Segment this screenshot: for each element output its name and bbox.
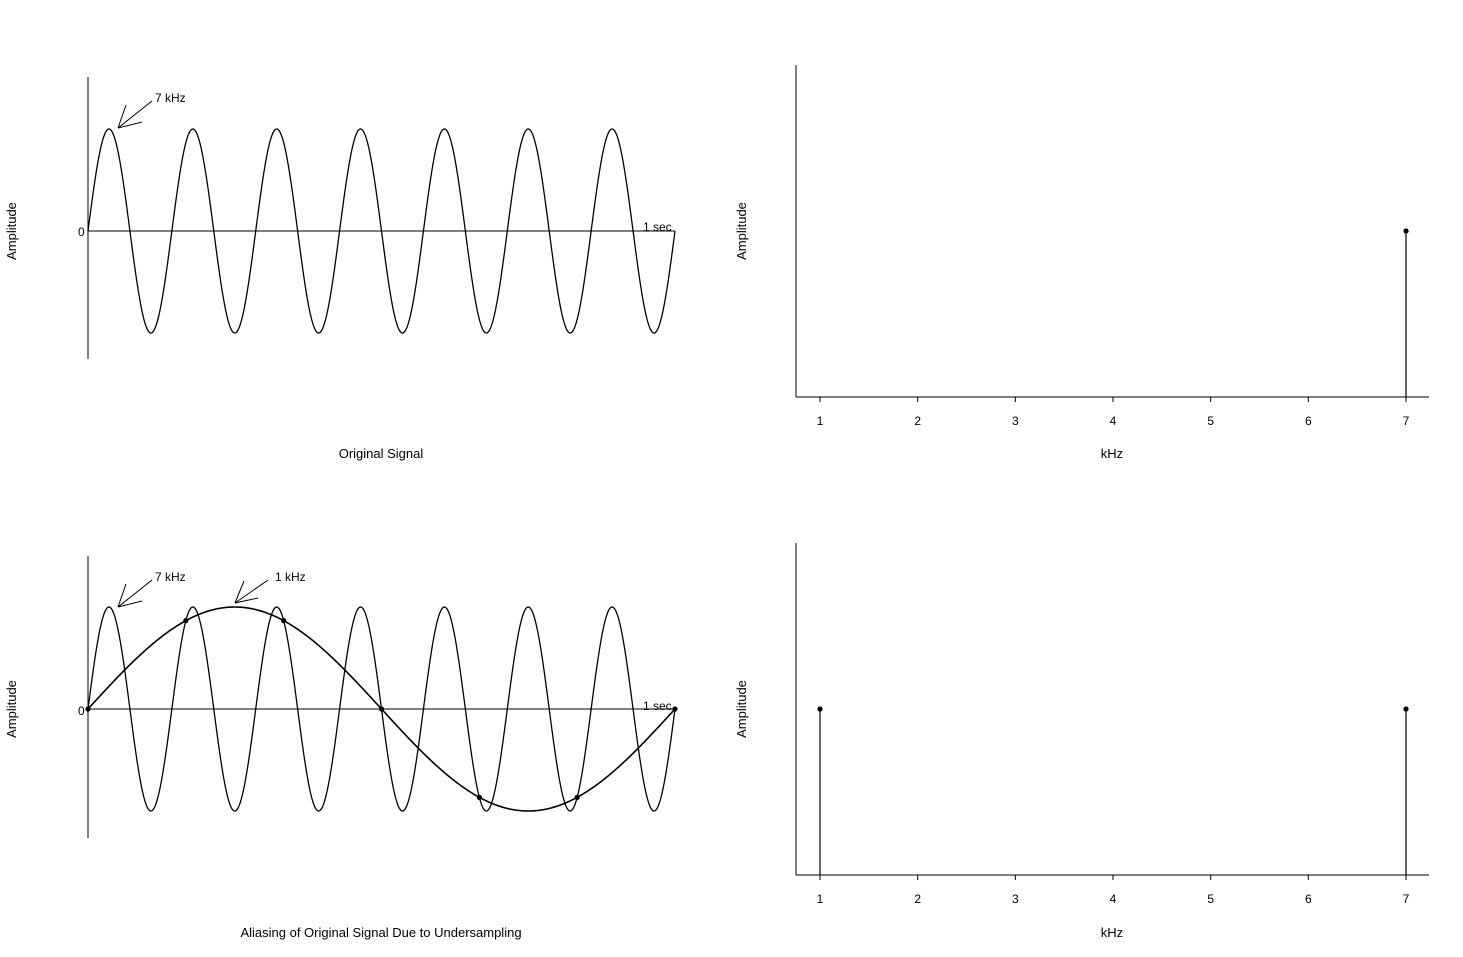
annotation-arrow	[117, 100, 153, 129]
x-tick-label-7: 7	[1403, 892, 1410, 906]
panel-caption: Original Signal	[339, 446, 424, 461]
y-axis-label: Amplitude	[4, 202, 19, 260]
time-panel-original: 0 1 sec Amplitude 7 kHz Original Signal	[4, 77, 676, 461]
x-tick-label-2: 2	[914, 414, 921, 428]
y-axis-label: Amplitude	[734, 202, 749, 260]
annotation-7khz: 7 kHz	[155, 570, 186, 584]
spectrum-marks: 1 2 3 4 5 6 7	[817, 228, 1410, 428]
stem-point-7khz	[1403, 706, 1409, 712]
x-tick-label-4: 4	[1110, 892, 1117, 906]
x-tick-label-3: 3	[1012, 414, 1019, 428]
y-axis-label: Amplitude	[734, 680, 749, 738]
spectrum-panel-original: Amplitude kHz 1 2 3 4 5 6 7	[734, 65, 1429, 461]
sample-point-4	[378, 706, 385, 712]
series-line-7khz	[87, 128, 676, 334]
x-axis-label: kHz	[1101, 446, 1123, 461]
zero-label: 0	[78, 704, 85, 718]
annotation-arrow-1khz	[234, 579, 269, 604]
sample-points	[85, 618, 678, 800]
stem-point-1khz	[817, 706, 823, 712]
sample-point-6	[574, 794, 580, 800]
x-tick-label-5: 5	[1207, 892, 1214, 906]
sample-point-5	[476, 794, 482, 800]
x-tick-label-4: 4	[1110, 414, 1117, 428]
sample-point-7	[672, 706, 678, 712]
annotation-7khz: 7 kHz	[155, 91, 186, 105]
sample-point-3	[281, 618, 287, 624]
x-tick-label-6: 6	[1305, 892, 1312, 906]
x-tick-label-3: 3	[1012, 892, 1019, 906]
sample-point-2	[183, 618, 189, 624]
spectrum-panel-aliased: Amplitude kHz 1 2 3 4 5 6 7	[734, 543, 1429, 940]
x-tick-label-1: 1	[817, 414, 824, 428]
time-panel-aliased: 0 1 sec Amplitude 7 kHz 1 kHz Aliasing o…	[4, 556, 678, 940]
x-axis-label: kHz	[1101, 925, 1123, 940]
sample-point-1	[85, 706, 91, 712]
x-tick-label-1: 1	[817, 892, 824, 906]
annotation-1khz: 1 kHz	[275, 570, 306, 584]
end-time-label: 1 sec	[643, 699, 672, 713]
x-tick-label-6: 6	[1305, 414, 1312, 428]
panel-caption: Aliasing of Original Signal Due to Under…	[240, 925, 521, 940]
y-axis-label: Amplitude	[4, 680, 19, 738]
spectrum-marks: 1 2 3 4 5 6 7	[817, 706, 1410, 906]
x-tick-label-7: 7	[1403, 414, 1410, 428]
x-tick-label-2: 2	[914, 892, 921, 906]
zero-label: 0	[78, 225, 85, 239]
end-time-label: 1 sec	[643, 220, 672, 234]
x-tick-label-5: 5	[1207, 414, 1214, 428]
annotation-arrow-7khz	[117, 579, 153, 608]
stem-point-7khz	[1403, 228, 1409, 234]
